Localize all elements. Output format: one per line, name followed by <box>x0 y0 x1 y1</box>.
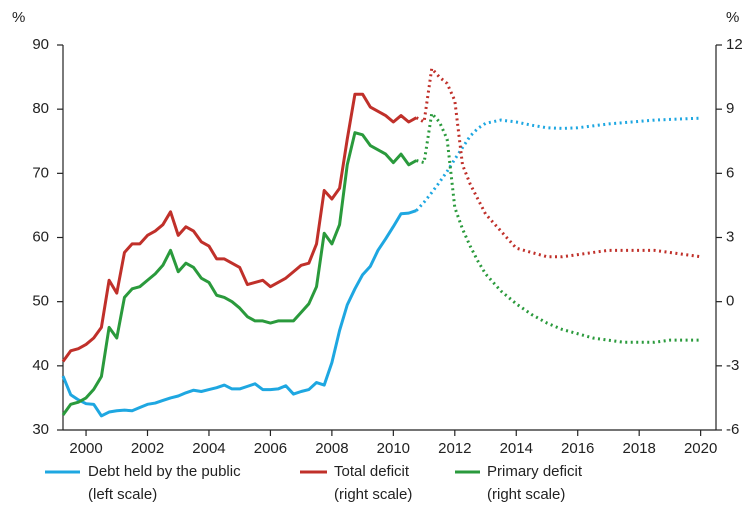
y-tick-label: 30 <box>32 421 49 438</box>
projection-line <box>415 116 701 212</box>
legend-scale: (right scale) <box>334 486 412 503</box>
y2-tick-label: 3 <box>726 228 734 245</box>
legend-item: Debt held by the public (left scale) <box>45 463 241 503</box>
y2-tick-label: -6 <box>726 421 739 438</box>
x-tick-label: 2014 <box>500 440 533 457</box>
y-tick-label: 50 <box>32 293 49 310</box>
legend-item: Total deficit (right scale) <box>300 463 412 503</box>
y2-tick-label: 6 <box>726 164 734 181</box>
y-unit: % <box>12 9 25 26</box>
y2-tick-label: 9 <box>726 100 734 117</box>
y-tick-label: 80 <box>32 100 49 117</box>
legend-label: Primary deficit <box>487 463 583 480</box>
x-tick-label: 2002 <box>131 440 164 457</box>
x-tick-label: 2012 <box>438 440 471 457</box>
series-line <box>61 131 418 416</box>
legend-item: Primary deficit (right scale) <box>455 463 583 503</box>
y2-tick-label: 12 <box>726 36 743 53</box>
y-tick-label: 60 <box>32 228 49 245</box>
y2-tick-label: -3 <box>726 357 739 374</box>
x-tick-label: 2008 <box>315 440 348 457</box>
x-tick-label: 2020 <box>684 440 717 457</box>
legend-label: Debt held by the public <box>88 463 241 480</box>
x-tick-label: 2016 <box>561 440 594 457</box>
y2-tick-label: 0 <box>726 293 734 310</box>
x-tick-label: 2010 <box>377 440 410 457</box>
legend-scale: (left scale) <box>88 486 157 503</box>
projection-line <box>415 65 701 259</box>
projection-line <box>415 110 701 344</box>
x-tick-label: 2000 <box>69 440 102 457</box>
series-line <box>61 92 418 363</box>
x-tick-label: 2006 <box>254 440 287 457</box>
legend-scale: (right scale) <box>487 486 565 503</box>
legend-label: Total deficit <box>334 463 410 480</box>
x-tick-label: 2018 <box>622 440 655 457</box>
y-tick-label: 90 <box>32 36 49 53</box>
x-tick-label: 2004 <box>192 440 225 457</box>
y-tick-label: 40 <box>32 357 49 374</box>
series-line <box>61 209 417 418</box>
y2-unit: % <box>726 9 739 26</box>
y-tick-label: 70 <box>32 164 49 181</box>
